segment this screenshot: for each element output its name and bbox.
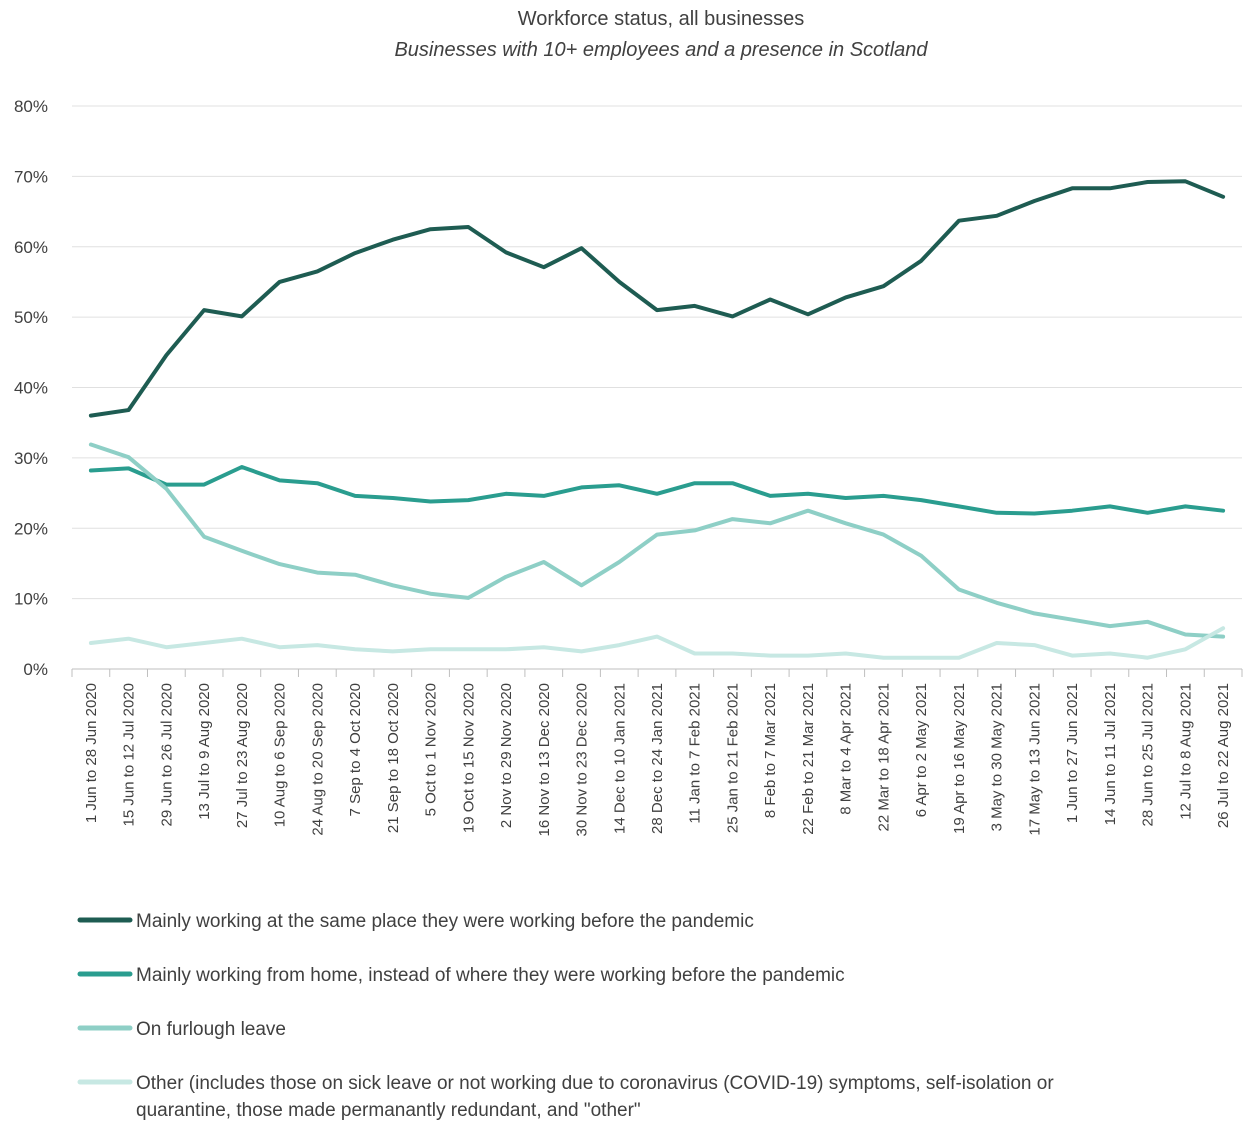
x-tick-label: 15 Jun to 12 Jul 2020 bbox=[121, 683, 138, 826]
x-tick-label: 12 Jul to 8 Aug 2021 bbox=[1177, 683, 1194, 820]
legend-label-3: On furlough leave bbox=[136, 1019, 286, 1040]
x-tick-label: 28 Jun to 25 Jul 2021 bbox=[1140, 683, 1157, 826]
x-tick-label: 22 Mar to 18 Apr 2021 bbox=[875, 683, 892, 831]
y-tick-label: 20% bbox=[14, 519, 48, 538]
series-line-1 bbox=[88, 179, 1226, 418]
x-tick-label: 17 May to 13 Jun 2021 bbox=[1026, 683, 1043, 836]
legend-label-2: Mainly working from home, instead of whe… bbox=[136, 965, 845, 986]
chart-title: Workforce status, all businesses bbox=[518, 8, 804, 30]
y-tick-label: 10% bbox=[14, 590, 48, 609]
y-tick-label: 40% bbox=[14, 379, 48, 398]
legend-label-1: Mainly working at the same place they we… bbox=[136, 911, 754, 932]
x-tick-label: 1 Jun to 27 Jun 2021 bbox=[1064, 683, 1081, 823]
x-tick-label: 7 Sep to 4 Oct 2020 bbox=[347, 683, 364, 816]
series-line-4 bbox=[88, 626, 1226, 660]
x-tick-label: 24 Aug to 20 Sep 2020 bbox=[309, 683, 326, 836]
x-tick-label: 25 Jan to 21 Feb 2021 bbox=[724, 683, 741, 833]
y-tick-label: 0% bbox=[23, 660, 48, 679]
x-tick-label: 19 Oct to 15 Nov 2020 bbox=[460, 683, 477, 833]
x-tick-label: 21 Sep to 18 Oct 2020 bbox=[385, 683, 402, 833]
x-tick-label: 6 Apr to 2 May 2021 bbox=[913, 683, 930, 817]
x-tick-label: 5 Oct to 1 Nov 2020 bbox=[423, 683, 440, 816]
y-tick-label: 80% bbox=[14, 97, 48, 116]
x-tick-label: 14 Dec to 10 Jan 2021 bbox=[611, 683, 628, 834]
y-tick-label: 50% bbox=[14, 308, 48, 327]
chart-subtitle: Businesses with 10+ employees and a pres… bbox=[394, 39, 928, 61]
legend-label-4: quarantine, those made permanantly redun… bbox=[136, 1100, 641, 1121]
y-tick-label: 70% bbox=[14, 167, 48, 186]
x-tick-label: 26 Jul to 22 Aug 2021 bbox=[1215, 683, 1232, 828]
x-tick-label: 22 Feb to 21 Mar 2021 bbox=[800, 683, 817, 835]
x-tick-label: 11 Jan to 7 Feb 2021 bbox=[687, 683, 704, 824]
x-tick-label: 2 Nov to 29 Nov 2020 bbox=[498, 683, 515, 828]
y-tick-label: 60% bbox=[14, 238, 48, 257]
x-tick-label: 8 Feb to 7 Mar 2021 bbox=[762, 683, 779, 818]
legend-label-4: Other (includes those on sick leave or n… bbox=[136, 1073, 1054, 1094]
x-tick-label: 10 Aug to 6 Sep 2020 bbox=[272, 683, 289, 827]
x-tick-label: 14 Jun to 11 Jul 2021 bbox=[1102, 683, 1119, 825]
legend: Mainly working at the same place they we… bbox=[77, 911, 1054, 1121]
x-tick-label: 16 Nov to 13 Dec 2020 bbox=[536, 683, 553, 836]
x-tick-label: 1 Jun to 28 Jun 2020 bbox=[83, 683, 100, 823]
x-tick-label: 28 Dec to 24 Jan 2021 bbox=[649, 683, 666, 834]
x-tick-label: 8 Mar to 4 Apr 2021 bbox=[838, 683, 855, 815]
y-tick-label: 30% bbox=[14, 449, 48, 468]
x-tick-label: 19 Apr to 16 May 2021 bbox=[951, 683, 968, 834]
series-lines bbox=[88, 179, 1226, 660]
series-line-3 bbox=[88, 442, 1226, 639]
x-tick-label: 29 Jun to 26 Jul 2020 bbox=[158, 683, 175, 826]
series-line-2 bbox=[88, 465, 1226, 516]
x-tick-label: 30 Nov to 23 Dec 2020 bbox=[574, 683, 591, 836]
x-tick-label: 13 Jul to 9 Aug 2020 bbox=[196, 683, 213, 820]
x-tick-label: 3 May to 30 May 2021 bbox=[989, 683, 1006, 831]
x-axis-ticks: 1 Jun to 28 Jun 2020 15 Jun to 12 Jul 202… bbox=[71, 669, 1243, 836]
gridlines bbox=[72, 105, 1242, 670]
x-tick-label: 27 Jul to 23 Aug 2020 bbox=[234, 683, 251, 828]
y-axis-ticks: 0% 10% 20% 30% 40% 50% 60% 70% 80% bbox=[14, 97, 48, 679]
